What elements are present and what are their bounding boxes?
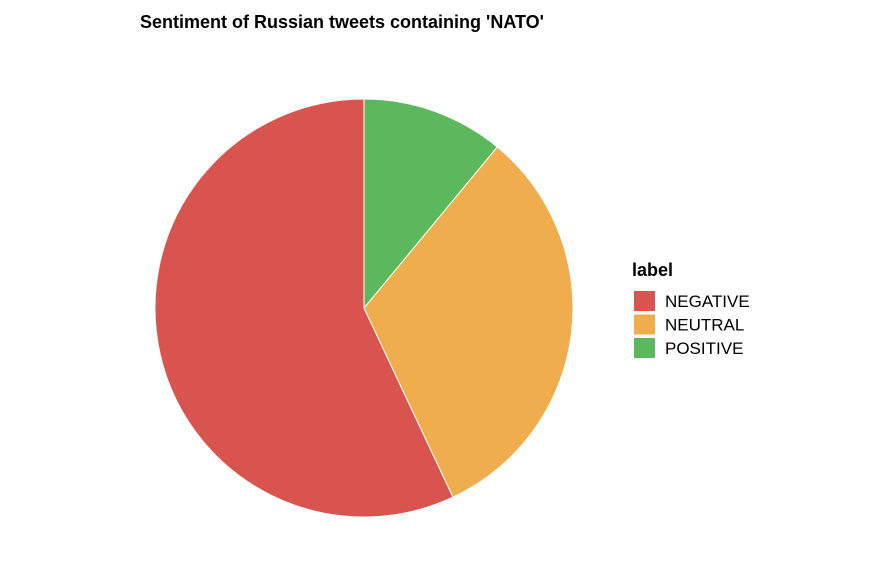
legend-label-neutral: NEUTRAL [665, 316, 744, 335]
legend-title: label [632, 260, 673, 280]
legend-items: NEGATIVE NEUTRAL POSITIVE [634, 291, 750, 358]
legend-label-positive: POSITIVE [665, 339, 743, 358]
pie-slice-positive [363, 98, 498, 310]
pie-slices [154, 98, 574, 518]
legend: label NEGATIVE NEUTRAL POSITIVE [632, 260, 750, 358]
legend-swatch-negative [634, 291, 655, 311]
legend-swatch-positive [634, 338, 655, 358]
pie-slice-neutral [363, 146, 574, 498]
pie-slice-negative [154, 98, 454, 518]
legend-label-negative: NEGATIVE [665, 292, 750, 311]
legend-swatch-neutral [634, 314, 655, 335]
chart-title: Sentiment of Russian tweets containing '… [140, 12, 544, 32]
